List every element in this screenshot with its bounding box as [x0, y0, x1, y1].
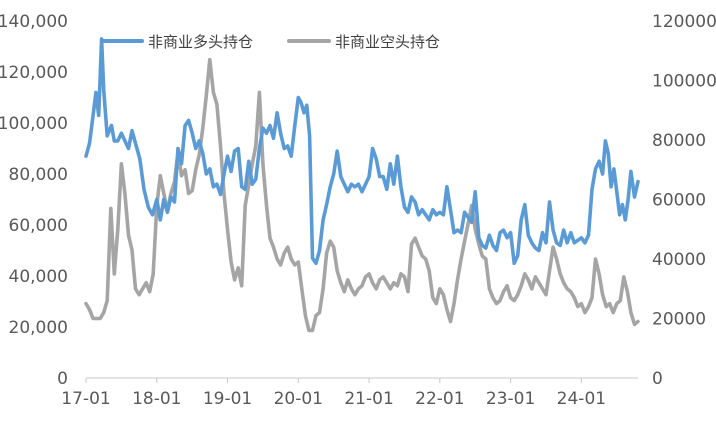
left-tick-label: 60,000 [9, 216, 68, 236]
left-tick-label: 20,000 [9, 318, 68, 338]
x-tick-label: 24-01 [557, 389, 606, 409]
x-axis: 17-01 18-01 19-01 20-01 21-01 22-01 23-01 24-01 [61, 378, 606, 409]
legend-label-short: 非商业空头持仓 [335, 33, 440, 51]
right-tick-label: 20000 [652, 310, 706, 330]
left-tick-label: 0 [57, 369, 68, 389]
right-tick-label: 0 [652, 369, 663, 389]
left-axis: 0 20,000 40,000 60,000 80,000 100,000 120,000 1… [0, 12, 68, 389]
x-tick-label: 20-01 [274, 389, 323, 409]
right-tick-label: 100000 [652, 72, 716, 92]
x-tick-label: 23-01 [486, 389, 535, 409]
right-tick-label: 40000 [652, 250, 706, 270]
series-layer [84, 37, 640, 333]
legend: 非商业多头持仓 非商业空头持仓 [100, 33, 440, 51]
left-tick-label: 40,000 [9, 267, 68, 287]
x-tick-label: 17-01 [61, 389, 110, 409]
x-tick-label: 22-01 [415, 389, 464, 409]
right-tick-label: 80000 [652, 131, 706, 151]
legend-label-long: 非商业多头持仓 [148, 33, 253, 51]
x-tick-label: 18-01 [132, 389, 181, 409]
right-tick-label: 60000 [652, 191, 706, 211]
left-tick-label: 140,000 [0, 12, 68, 32]
right-axis: 0 20000 40000 60000 80000 100000 120000 [652, 12, 716, 389]
x-tick-label: 21-01 [344, 389, 393, 409]
left-tick-label: 100,000 [0, 114, 68, 134]
right-tick-label: 120000 [652, 12, 716, 32]
series-line-long [84, 37, 640, 266]
left-tick-label: 80,000 [9, 165, 68, 185]
series-line-short [84, 57, 640, 333]
x-tick-label: 19-01 [203, 389, 252, 409]
left-tick-label: 120,000 [0, 63, 68, 83]
